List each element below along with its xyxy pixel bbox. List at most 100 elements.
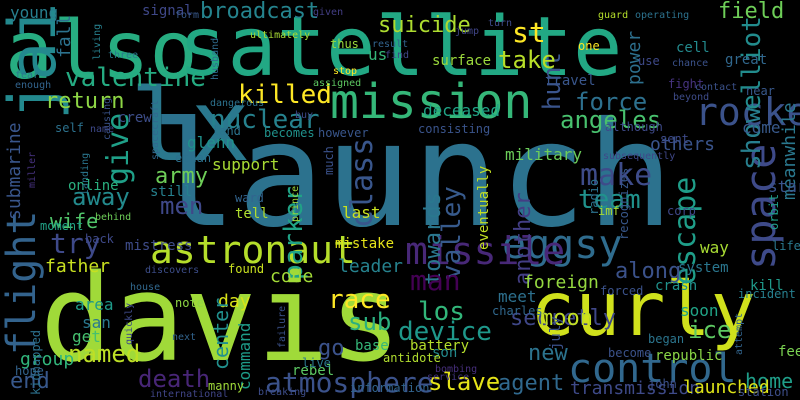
cloud-word-new: new — [528, 341, 568, 366]
cloud-word-breaking: breaking — [258, 387, 306, 398]
cloud-word-curly: curly — [530, 265, 756, 353]
cloud-word-go: go — [318, 336, 345, 361]
cloud-word-operating: operating — [635, 10, 689, 21]
cloud-word-quickly: quickly — [124, 303, 135, 345]
cloud-word-one: one — [578, 39, 600, 53]
cloud-word-bombing: bombing — [435, 364, 477, 375]
cloud-word-incident: incident — [738, 287, 796, 301]
cloud-word-ethan: ethan — [175, 151, 211, 165]
cloud-word-life: life — [772, 239, 800, 253]
cloud-word-flight: flight — [0, 211, 45, 356]
cloud-word-named: named — [68, 340, 140, 368]
cloud-word-landing: landing — [80, 153, 91, 195]
cloud-word-home: home — [745, 369, 793, 393]
cloud-word-great: great — [725, 52, 767, 68]
cloud-word-atmosphere: atmosphere — [265, 366, 434, 399]
cloud-word-surface: surface — [432, 53, 491, 69]
cloud-word-back: back — [85, 232, 115, 246]
cloud-word-form: form — [175, 10, 199, 21]
cloud-word-hunt: hunt — [538, 52, 566, 110]
cloud-word-buy: buy — [295, 110, 313, 121]
cloud-word-way: way — [700, 238, 729, 257]
cloud-word-force: force — [575, 88, 647, 116]
cloud-word-lx: lx — [130, 67, 250, 184]
cloud-word-ward: ward — [235, 191, 264, 205]
cloud-word-tell: tell — [235, 206, 269, 222]
cloud-word-hope: hope — [15, 364, 44, 378]
cloud-word-wife: wife — [50, 209, 98, 233]
cloud-word-imf: imf — [598, 204, 620, 218]
cloud-word-eggsy: eggsy — [502, 222, 622, 268]
cloud-word-los: los — [418, 297, 465, 327]
cloud-word-radio: radio — [587, 179, 601, 215]
cloud-word-signal: signal — [142, 3, 193, 19]
cloud-word-result: result — [372, 39, 408, 50]
cloud-word-killed: killed — [238, 80, 332, 110]
cloud-word-next: next — [172, 332, 196, 343]
cloud-word-group: group — [20, 349, 74, 370]
cloud-word-men: men — [160, 192, 203, 220]
cloud-word-meanwhile: meanwhile — [779, 102, 800, 200]
cloud-word-began: began — [648, 332, 684, 346]
cloud-word-antidote: antidote — [383, 351, 441, 365]
cloud-word-father: father — [45, 256, 110, 277]
cloud-word-name: name — [90, 124, 114, 135]
cloud-word-july: july — [548, 316, 564, 350]
cloud-word-becomes: becomes — [264, 126, 315, 140]
cloud-word-service: service — [427, 372, 469, 383]
cloud-word-crash: crash — [655, 278, 697, 294]
cloud-word-consisting: consisting — [418, 122, 490, 136]
cloud-word-submarine: submarine — [4, 122, 25, 220]
cloud-word-others: others — [650, 134, 715, 155]
cloud-word-house: house — [130, 282, 160, 293]
cloud-word-show: show — [737, 107, 767, 170]
cloud-word-also: also — [5, 4, 198, 97]
cloud-word-guard: guard — [598, 10, 628, 21]
cloud-word-last: last — [342, 203, 381, 222]
cloud-word-failure: failure — [277, 306, 288, 348]
cloud-word-day: day — [218, 291, 251, 312]
cloud-word-kill: kill — [750, 278, 784, 294]
cloud-word-stop: stop — [333, 66, 357, 77]
cloud-word-found: found — [228, 262, 264, 276]
cloud-word-spacecraft: spacecraft — [150, 100, 161, 160]
cloud-word-self: self — [55, 121, 84, 135]
cloud-word-support: support — [212, 155, 279, 174]
cloud-word-rebel: rebel — [292, 363, 334, 379]
cloud-word-still: still — [150, 184, 192, 200]
cloud-word-missile: missile — [405, 229, 565, 273]
cloud-word-jump: jump — [455, 26, 479, 37]
cloud-word-manny: manny — [208, 379, 244, 393]
cloud-word-suicide: suicide — [378, 13, 471, 38]
cloud-word-note: note — [175, 296, 204, 310]
cloud-word-prince: prince — [290, 186, 301, 222]
cloud-word-angeles: angeles — [560, 106, 661, 134]
cloud-word-find: find — [385, 50, 409, 61]
cloud-word-return: return — [45, 89, 124, 114]
cloud-word-international: international — [150, 389, 228, 400]
cloud-word-broadcast: broadcast — [200, 0, 319, 24]
cloud-word-however: however — [318, 126, 369, 140]
cloud-word-center: center — [209, 298, 233, 370]
cloud-word-ice: ice — [688, 316, 731, 344]
cloud-word-valley: valley — [437, 186, 467, 280]
cloud-word-fall: fall — [54, 15, 75, 58]
cloud-word-sub: sub — [348, 308, 391, 336]
cloud-word-device: device — [398, 317, 492, 347]
cloud-word-foreign: foreign — [523, 272, 599, 293]
cloud-word-crew: crew — [118, 110, 152, 126]
cloud-word-thus: thus — [330, 37, 359, 51]
cloud-word-secretly: secretly — [510, 306, 616, 331]
cloud-word-young: young — [10, 3, 58, 22]
cloud-word-use: use — [638, 54, 660, 68]
cloud-word-kidnapped: kidnapped — [29, 330, 43, 395]
cloud-word-station: station — [738, 385, 789, 399]
cloud-word-nuclear: nuclear — [210, 105, 320, 135]
cloud-word-agent: agent — [498, 371, 564, 396]
cloud-word-discovers: discovers — [145, 265, 199, 276]
cloud-word-us: us — [368, 45, 387, 64]
cloud-word-orbit: orbit — [767, 194, 781, 230]
cloud-word-although: although — [605, 120, 663, 134]
cloud-word-dangerous: dangerous — [210, 98, 264, 109]
